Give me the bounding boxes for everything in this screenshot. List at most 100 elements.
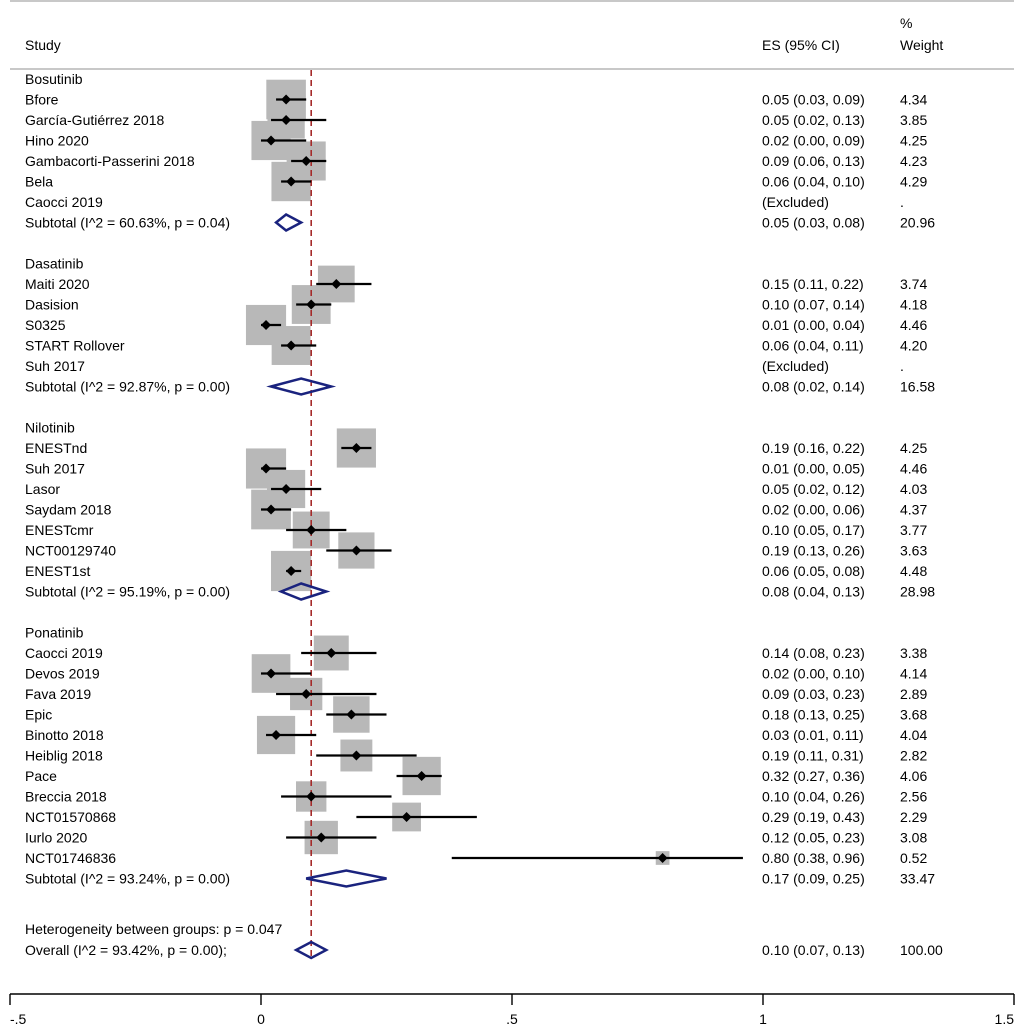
study-es: 0.29 (0.19, 0.43): [762, 809, 865, 825]
point-estimate: [266, 668, 277, 679]
study-weight: 4.46: [900, 461, 927, 477]
study-weight: 4.03: [900, 481, 927, 497]
subtotal-es: 0.08 (0.04, 0.13): [762, 584, 865, 600]
study-label: Suh 2017: [25, 358, 85, 374]
study-weight: 0.52: [900, 850, 927, 866]
point-estimate: [346, 709, 357, 720]
study-weight: 4.23: [900, 153, 927, 169]
ci-marks: [261, 94, 743, 888]
group-header: Dasatinib: [25, 256, 84, 272]
overall-diamond: [293, 940, 329, 960]
study-es: 0.09 (0.06, 0.13): [762, 153, 865, 169]
point-estimate: [306, 791, 317, 802]
study-label: ENEST1st: [25, 563, 90, 579]
study-label: Breccia 2018: [25, 789, 107, 805]
subtotal-diamond: [305, 869, 387, 888]
point-estimate: [281, 115, 292, 125]
study-label: Maiti 2020: [25, 276, 90, 292]
study-es: 0.01 (0.00, 0.05): [762, 461, 865, 477]
study-weight: 3.85: [900, 112, 927, 128]
study-es: 0.19 (0.16, 0.22): [762, 440, 865, 456]
study-es: 0.09 (0.03, 0.23): [762, 686, 865, 702]
point-estimate: [266, 135, 277, 146]
x-tick-label: -.5: [10, 1011, 27, 1027]
study-es: 0.02 (0.00, 0.06): [762, 502, 865, 518]
study-es: (Excluded): [762, 358, 829, 374]
point-estimate: [281, 94, 292, 105]
point-estimate: [281, 484, 292, 494]
point-estimate: [266, 504, 277, 515]
study-label: Caocci 2019: [25, 194, 103, 210]
point-estimate: [261, 463, 272, 474]
point-estimate: [271, 730, 282, 740]
row-labels: Bosutinib Bfore 0.05 (0.03, 0.09) 4.34 Garcí…: [25, 71, 935, 887]
study-weight: 4.25: [900, 440, 927, 456]
study-label: Dasision: [25, 297, 79, 313]
subtotal-weight: 28.98: [900, 584, 935, 600]
study-es: 0.15 (0.11, 0.22): [762, 276, 864, 292]
group-header: Nilotinib: [25, 420, 75, 436]
x-axis: -.5 0 .5 1 1.5: [9, 993, 1015, 1027]
study-weight: 3.63: [900, 543, 927, 559]
study-label: NCT00129740: [25, 543, 116, 559]
study-weight: 3.08: [900, 830, 927, 846]
study-weight: 4.04: [900, 727, 927, 743]
study-es: 0.19 (0.13, 0.26): [762, 543, 865, 559]
study-label: Epic: [25, 707, 52, 723]
subtotal-label: Subtotal (I^2 = 60.63%, p = 0.04): [25, 215, 230, 231]
study-weight: 4.48: [900, 563, 927, 579]
study-label: ENESTcmr: [25, 522, 94, 538]
subtotal-diamond: [266, 377, 337, 396]
overall-es: 0.10 (0.07, 0.13): [762, 942, 865, 958]
study-es: 0.10 (0.07, 0.14): [762, 297, 865, 313]
study-es: 0.10 (0.05, 0.17): [762, 522, 865, 538]
point-estimate: [326, 648, 337, 658]
study-weight: 4.46: [900, 317, 927, 333]
point-estimate: [351, 545, 362, 556]
point-estimate: [416, 771, 427, 781]
study-weight: 2.56: [900, 789, 927, 805]
study-es: 0.03 (0.01, 0.11): [762, 727, 864, 743]
study-label: Pace: [25, 768, 57, 784]
study-label: Lasor: [25, 481, 60, 497]
study-label: Caocci 2019: [25, 645, 103, 661]
study-es: 0.05 (0.03, 0.09): [762, 92, 865, 108]
study-weight: .: [900, 358, 904, 374]
study-label: S0325: [25, 317, 66, 333]
header-weight: Weight: [900, 37, 943, 53]
study-es: (Excluded): [762, 194, 829, 210]
study-label: Fava 2019: [25, 686, 91, 702]
study-label: Hino 2020: [25, 133, 89, 149]
subtotal-diamond: [274, 213, 304, 232]
study-label: Suh 2017: [25, 461, 85, 477]
subtotal-es: 0.08 (0.02, 0.14): [762, 379, 865, 395]
study-weight: 3.68: [900, 707, 927, 723]
study-es: 0.18 (0.13, 0.25): [762, 707, 865, 723]
study-weight: 3.74: [900, 276, 927, 292]
study-weight: 4.18: [900, 297, 927, 313]
x-tick-label: 1: [759, 1011, 767, 1027]
point-estimate: [286, 340, 297, 351]
subtotal-es: 0.17 (0.09, 0.25): [762, 871, 865, 887]
header-es: ES (95% CI): [762, 37, 840, 53]
subtotal-weight: 20.96: [900, 215, 935, 231]
study-weight: 2.89: [900, 686, 927, 702]
study-label: NCT01746836: [25, 850, 116, 866]
point-estimate: [331, 279, 342, 289]
study-es: 0.10 (0.04, 0.26): [762, 789, 865, 805]
group-header: Bosutinib: [25, 71, 83, 87]
study-weight: 4.37: [900, 502, 927, 518]
study-weight: 4.25: [900, 133, 927, 149]
study-label: García-Gutiérrez 2018: [25, 112, 164, 128]
point-estimate: [306, 525, 317, 535]
subtotal-weight: 33.47: [900, 871, 935, 887]
point-estimate: [306, 299, 317, 310]
point-estimate: [657, 853, 668, 863]
weight-boxes: [245, 79, 670, 865]
group-header: Ponatinib: [25, 625, 84, 641]
subtotal-es: 0.05 (0.03, 0.08): [762, 215, 865, 231]
study-weight: 3.38: [900, 645, 927, 661]
study-weight: 4.06: [900, 768, 927, 784]
subtotal-label: Subtotal (I^2 = 95.19%, p = 0.00): [25, 584, 230, 600]
